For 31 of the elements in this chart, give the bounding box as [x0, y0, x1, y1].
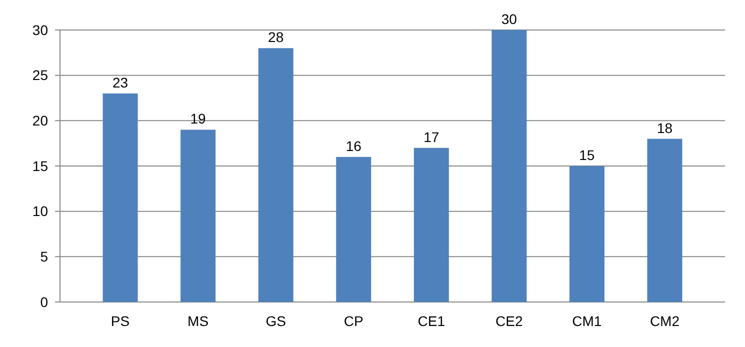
y-tick-label: 5 — [40, 248, 48, 265]
bar — [492, 30, 527, 302]
data-label: 16 — [346, 138, 362, 154]
data-label: 19 — [190, 110, 206, 127]
y-tick-label: 25 — [32, 67, 48, 84]
x-tick-label: CE2 — [496, 313, 523, 329]
x-tick-label: CM2 — [650, 313, 680, 329]
bar — [414, 148, 449, 302]
y-tick-label: 15 — [32, 158, 48, 174]
x-tick-label: GS — [266, 313, 286, 329]
data-label: 30 — [501, 11, 518, 27]
data-label: 23 — [112, 74, 128, 90]
y-tick-label: 20 — [32, 112, 48, 129]
bar — [180, 130, 216, 302]
data-label: 18 — [656, 120, 673, 136]
data-label: 17 — [424, 128, 440, 145]
bar — [258, 48, 294, 302]
y-tick-label: 30 — [32, 22, 48, 38]
y-tick-label: 10 — [32, 203, 48, 220]
data-label: 15 — [579, 147, 595, 163]
x-tick-label: CE1 — [418, 313, 446, 329]
bar — [336, 156, 372, 302]
data-label: 28 — [268, 29, 284, 46]
bar — [102, 93, 138, 302]
x-tick-label: PS — [110, 313, 130, 329]
bar — [647, 138, 682, 302]
x-tick-label: CP — [344, 313, 364, 329]
x-tick-label: MS — [188, 313, 209, 329]
y-tick-label: 0 — [40, 294, 48, 310]
x-tick-label: CM1 — [572, 313, 602, 329]
bar — [569, 166, 604, 302]
